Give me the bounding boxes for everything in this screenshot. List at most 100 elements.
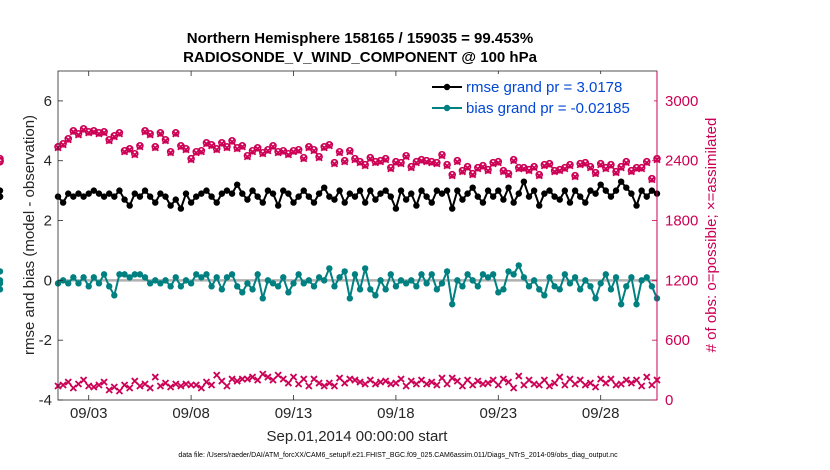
data-point — [351, 193, 359, 200]
obs-assimilated-point — [520, 165, 528, 173]
data-point — [162, 277, 169, 284]
obs-assimilated-point — [576, 376, 584, 384]
obs-assimilated-point — [540, 162, 549, 170]
data-point — [510, 199, 517, 206]
data-point — [623, 283, 630, 290]
data-point — [305, 193, 313, 200]
data-point — [459, 283, 466, 290]
obs-assimilated-point — [402, 153, 410, 161]
data-point — [438, 280, 446, 287]
data-point — [612, 187, 620, 194]
data-point — [244, 280, 251, 287]
data-point — [617, 301, 625, 308]
data-point — [177, 283, 185, 290]
data-point — [0, 286, 4, 293]
data-point — [428, 199, 435, 206]
data-point — [300, 280, 307, 287]
data-point — [280, 187, 287, 194]
obs-possible-point — [253, 143, 262, 152]
obs-assimilated-point — [146, 131, 154, 139]
obs-assimilated-point — [484, 379, 492, 387]
data-point — [146, 280, 154, 287]
obs-assimilated-point — [627, 379, 636, 387]
obs-possible-point — [386, 163, 395, 172]
data-point — [459, 196, 466, 203]
obs-assimilated-point — [510, 157, 518, 165]
data-point — [346, 295, 354, 302]
data-point — [428, 271, 435, 278]
data-point — [408, 190, 415, 197]
obs-assimilated-point — [417, 157, 426, 165]
data-point — [121, 196, 128, 203]
obs-assimilated-point — [530, 164, 538, 172]
series-bias — [0, 262, 661, 308]
obs-assimilated-point — [90, 383, 98, 391]
data-point — [367, 286, 374, 293]
obs-assimilated-point — [126, 146, 134, 154]
data-point — [223, 187, 231, 194]
obs-assimilated-point — [223, 382, 231, 390]
data-point — [193, 271, 200, 278]
obs-possible-point — [612, 167, 620, 176]
data-point — [0, 268, 4, 275]
obs-assimilated-point — [643, 159, 651, 167]
data-point — [633, 301, 640, 308]
data-point — [310, 199, 318, 206]
legend-rmse-marker — [443, 83, 451, 91]
obs-possible-point — [535, 170, 544, 179]
obs-possible-point — [228, 136, 236, 145]
obs-assimilated-point — [136, 143, 144, 151]
data-point — [454, 277, 461, 284]
plot-area — [58, 71, 657, 400]
obs-assimilated-point — [571, 173, 579, 181]
data-point — [382, 187, 389, 194]
data-point — [233, 283, 241, 290]
data-point — [433, 187, 441, 194]
obs-possible-point — [315, 152, 323, 161]
obs-assimilated-point — [515, 372, 523, 380]
data-point — [577, 193, 584, 200]
x-tick-label: 09/23 — [480, 405, 518, 422]
data-point — [223, 274, 231, 281]
obs-assimilated-point — [248, 148, 257, 156]
data-point — [382, 286, 389, 293]
obs-possible-point — [648, 174, 656, 183]
obs-assimilated-point — [187, 156, 195, 164]
obs-possible-point — [166, 147, 175, 156]
obs-assimilated-point — [59, 141, 67, 149]
obs-assimilated-point — [110, 133, 118, 141]
obs-assimilated-point — [341, 158, 349, 166]
obs-assimilated-point — [550, 379, 559, 387]
obs-assimilated-point — [346, 375, 354, 383]
obs-assimilated-point — [479, 380, 487, 388]
data-point — [449, 205, 456, 212]
obs-possible-point — [438, 150, 446, 159]
obs-assimilated-point — [64, 378, 72, 386]
obs-assimilated-point — [131, 151, 139, 159]
obs-assimilated-point — [146, 384, 154, 392]
data-point — [582, 277, 589, 284]
chart-title-line1: Northern Hemisphere 158165 / 159035 = 99… — [187, 30, 533, 47]
data-point — [612, 274, 620, 281]
obs-possible-point — [161, 135, 170, 144]
data-point — [597, 181, 604, 188]
data-point — [525, 283, 533, 290]
data-point — [331, 283, 338, 290]
data-point — [203, 187, 210, 194]
obs-assimilated-point — [376, 378, 385, 386]
data-point — [126, 202, 133, 209]
data-point — [402, 196, 410, 203]
data-point — [587, 187, 594, 194]
obs-assimilated-point — [120, 148, 129, 156]
data-point — [198, 190, 205, 197]
data-point — [628, 190, 635, 197]
obs-assimilated-point — [284, 151, 293, 159]
data-point — [167, 283, 174, 290]
x-tick-label: 09/08 — [172, 405, 210, 422]
obs-assimilated-point — [428, 378, 436, 386]
data-point — [141, 274, 149, 281]
obs-assimilated-point — [591, 383, 600, 391]
obs-assimilated-point — [361, 162, 369, 170]
y-tick-label: 0 — [44, 272, 52, 289]
obs-assimilated-point — [556, 167, 564, 175]
